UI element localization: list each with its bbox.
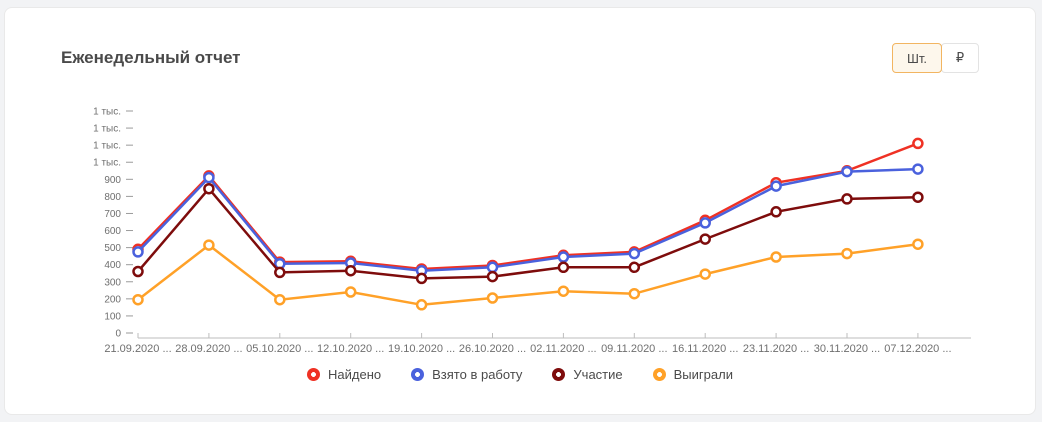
legend-series-marker-icon bbox=[652, 368, 666, 381]
y-axis-label: 1 тыс. bbox=[93, 158, 121, 169]
data-point[interactable] bbox=[912, 238, 924, 250]
x-axis-label: 21.09.2020 ... bbox=[104, 343, 171, 355]
series-line-3 bbox=[137, 242, 919, 307]
y-axis-label: 800 bbox=[104, 192, 121, 203]
data-point[interactable] bbox=[557, 261, 570, 274]
y-axis-label: 1 тыс. bbox=[93, 141, 121, 152]
y-axis-label: 600 bbox=[104, 226, 121, 237]
legend-series-label: Выиграли bbox=[673, 367, 733, 382]
legend-series-label: Найдено bbox=[328, 367, 382, 382]
x-axis-label: 09.11.2020 ... bbox=[601, 343, 667, 355]
legend-series-label: Взято в работу bbox=[432, 367, 523, 382]
y-axis-label: 400 bbox=[104, 260, 121, 271]
x-axis-label: 23.11.2020 ... bbox=[743, 343, 809, 355]
series-line-1 bbox=[137, 167, 918, 272]
data-point[interactable] bbox=[841, 193, 853, 205]
data-point[interactable] bbox=[344, 264, 357, 277]
x-axis-label: 19.10.2020 ... bbox=[388, 343, 455, 355]
unit-toggle: Шт. ₽ bbox=[891, 43, 979, 73]
data-point[interactable] bbox=[557, 285, 570, 297]
legend-item-3[interactable]: Выиграли bbox=[652, 367, 733, 382]
data-point[interactable] bbox=[628, 287, 641, 300]
y-axis-label: 500 bbox=[104, 243, 121, 254]
data-point[interactable] bbox=[203, 239, 215, 251]
data-point[interactable] bbox=[841, 165, 853, 178]
legend-item-1[interactable]: Взято в работу bbox=[411, 367, 522, 382]
line-chart: 0 100 200 300 400 500 600 700 800 900 1 тыс. 1 тыс.… bbox=[93, 107, 971, 355]
legend-series-marker-icon bbox=[411, 368, 425, 381]
legend-series-marker-icon bbox=[552, 368, 566, 381]
data-point[interactable] bbox=[841, 247, 853, 260]
series-line-2 bbox=[137, 186, 918, 280]
legend-series-label: Участие bbox=[573, 367, 623, 382]
report-card: Еженедельный отчет Шт. ₽ 0 100 200 300 400 50… bbox=[4, 7, 1036, 415]
data-point[interactable] bbox=[415, 272, 428, 285]
data-point[interactable] bbox=[486, 261, 499, 274]
data-point[interactable] bbox=[415, 299, 428, 311]
data-point[interactable] bbox=[486, 292, 499, 304]
data-point[interactable] bbox=[628, 247, 641, 260]
data-point[interactable] bbox=[699, 268, 711, 280]
legend-series-marker-icon bbox=[307, 368, 321, 381]
y-axis-label: 1 тыс. bbox=[93, 124, 121, 135]
y-axis-label: 300 bbox=[104, 277, 121, 288]
y-axis-label: 900 bbox=[104, 175, 121, 186]
legend-item-0[interactable]: Найдено bbox=[307, 367, 381, 382]
y-axis-label: 0 bbox=[115, 329, 121, 340]
data-point[interactable] bbox=[912, 137, 924, 150]
data-point[interactable] bbox=[770, 206, 782, 218]
unit-button-pieces[interactable]: Шт. bbox=[891, 43, 942, 73]
y-axis-label: 700 bbox=[104, 209, 121, 220]
x-axis-label: 16.11.2020 ... bbox=[672, 343, 738, 355]
data-point[interactable] bbox=[912, 163, 924, 175]
data-point[interactable] bbox=[132, 246, 144, 258]
x-axis-label: 12.10.2020 ... bbox=[317, 343, 384, 355]
data-point[interactable] bbox=[132, 265, 144, 278]
data-point[interactable] bbox=[203, 182, 215, 195]
x-axis-label: 30.11.2020 ... bbox=[814, 343, 880, 355]
data-point[interactable] bbox=[274, 266, 286, 279]
x-axis-label: 28.09.2020 ... bbox=[175, 343, 242, 355]
y-axis-label: 100 bbox=[104, 311, 121, 322]
data-point[interactable] bbox=[132, 293, 144, 306]
chart-legend: Найдено Взято в работу Участие Выиграли bbox=[5, 367, 1035, 382]
x-axis-label: 02.11.2020 ... bbox=[530, 343, 596, 355]
data-point[interactable] bbox=[770, 180, 782, 192]
data-point[interactable] bbox=[344, 286, 357, 298]
unit-button-rubles[interactable]: ₽ bbox=[941, 43, 979, 73]
x-axis-label: 07.12.2020 ... bbox=[884, 343, 951, 355]
data-point[interactable] bbox=[770, 251, 782, 263]
data-point[interactable] bbox=[486, 270, 499, 283]
y-axis-label: 1 тыс. bbox=[93, 107, 121, 118]
data-point[interactable] bbox=[274, 293, 286, 306]
y-axis-label: 200 bbox=[104, 294, 121, 305]
data-point[interactable] bbox=[912, 191, 924, 203]
data-point[interactable] bbox=[203, 171, 215, 184]
data-point[interactable] bbox=[699, 233, 711, 245]
data-point[interactable] bbox=[628, 261, 641, 274]
x-axis-label: 05.10.2020 ... bbox=[246, 343, 313, 355]
x-axis-label: 26.10.2020 ... bbox=[459, 343, 526, 355]
page-title: Еженедельный отчет bbox=[61, 48, 241, 67]
data-point[interactable] bbox=[557, 251, 570, 263]
data-point[interactable] bbox=[699, 217, 711, 229]
legend-item-2[interactable]: Участие bbox=[552, 367, 623, 382]
